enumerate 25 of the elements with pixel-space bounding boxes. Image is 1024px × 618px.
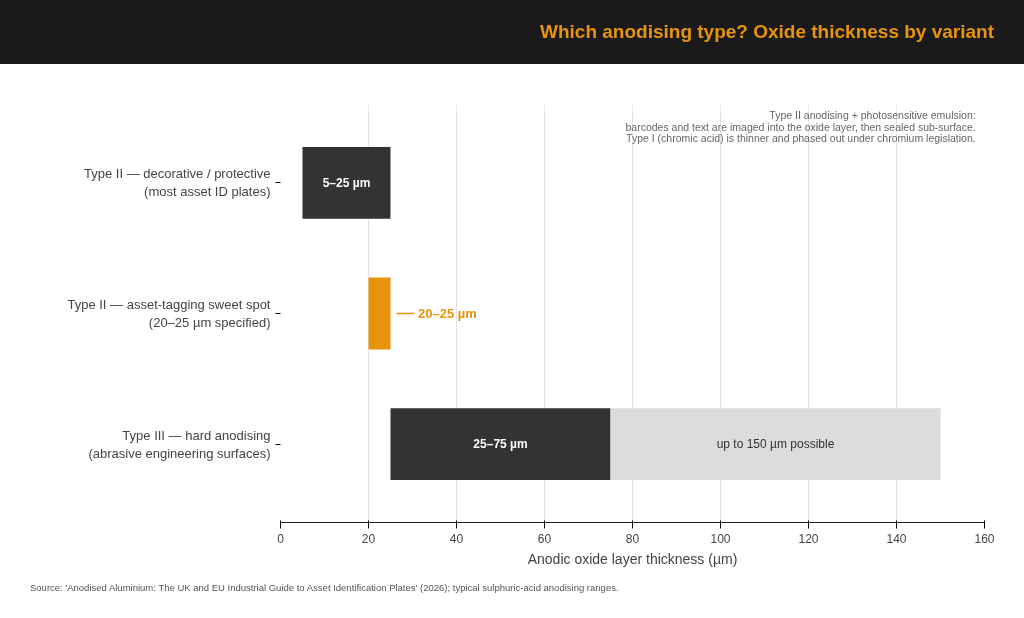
source-note: Source: 'Anodised Aluminium: The UK and EU Industrial Guide to Asset Identification Plates' (2026); typical sulphuric-acid anodising ranges.	[29, 581, 619, 595]
y-tick-label: Type II — decorative / protective (most asset ID plates)	[84, 166, 271, 200]
annotation: Type I (chromic acid) is thinner and phased out under chromium legislation.	[626, 132, 976, 145]
x-tick-label: 20	[361, 531, 376, 546]
data-label: 5–25 µm	[322, 175, 371, 190]
x-tick-label: 140	[886, 531, 907, 546]
annotation: Type II anodising + photosensitive emulsion:	[769, 108, 976, 121]
chart-title: Which anodising type? Oxide thickness by variant	[0, 0, 1024, 64]
x-tick-label: 40	[449, 531, 464, 546]
bar	[368, 277, 391, 350]
x-tick-label: 100	[710, 531, 731, 546]
y-tick-label: Type III — hard anodising (abrasive engineering surfaces)	[88, 427, 271, 461]
x-tick-label: 160	[974, 531, 995, 546]
x-axis-title: Anodic oxide layer thickness (µm)	[527, 550, 738, 567]
data-label: up to 150 µm possible	[716, 437, 835, 452]
data-label: 25–75 µm	[473, 437, 528, 452]
data-label: 20–25 µm	[418, 306, 477, 321]
bar	[390, 408, 611, 481]
annotation: barcodes and text are imaged into the oxide layer, then sealed sub-surface.	[625, 120, 976, 133]
x-tick-label: 0	[277, 531, 285, 546]
x-tick-label: 120	[798, 531, 819, 546]
x-tick-label: 80	[625, 531, 640, 546]
bar	[302, 146, 391, 219]
y-tick-label: Type II — asset-tagging sweet spot (20–25 µm specified)	[67, 297, 271, 330]
x-tick-label: 60	[537, 531, 552, 546]
